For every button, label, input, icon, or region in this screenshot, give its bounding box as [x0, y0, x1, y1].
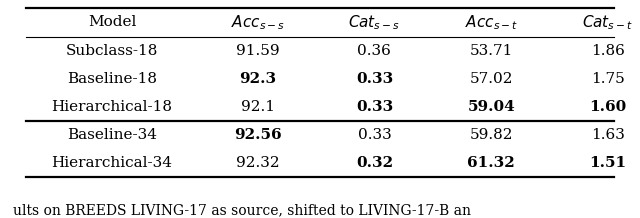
Text: ults on BREEDS LIVING-17 as source, shifted to LIVING-17-B an: ults on BREEDS LIVING-17 as source, shif… — [13, 203, 471, 217]
Text: 92.1: 92.1 — [241, 100, 275, 114]
Text: $Cat_{s-s}$: $Cat_{s-s}$ — [348, 13, 401, 32]
Text: 0.32: 0.32 — [356, 156, 393, 170]
Text: Baseline-18: Baseline-18 — [67, 72, 157, 86]
Text: 1.75: 1.75 — [591, 72, 625, 86]
Text: 92.3: 92.3 — [239, 72, 276, 86]
Text: 1.63: 1.63 — [591, 128, 625, 142]
Text: 59.04: 59.04 — [467, 100, 515, 114]
Text: Model: Model — [88, 15, 136, 29]
Text: $Cat_{s-t}$: $Cat_{s-t}$ — [582, 13, 634, 32]
Text: Hierarchical-18: Hierarchical-18 — [51, 100, 173, 114]
Text: 0.33: 0.33 — [356, 100, 393, 114]
Text: 92.56: 92.56 — [234, 128, 282, 142]
Text: Baseline-34: Baseline-34 — [67, 128, 157, 142]
Text: 59.82: 59.82 — [470, 128, 513, 142]
Text: 57.02: 57.02 — [470, 72, 513, 86]
Text: 1.60: 1.60 — [589, 100, 627, 114]
Text: $Acc_{s-t}$: $Acc_{s-t}$ — [465, 13, 518, 32]
Text: 1.51: 1.51 — [589, 156, 627, 170]
Text: 0.33: 0.33 — [356, 72, 393, 86]
Text: Hierarchical-34: Hierarchical-34 — [51, 156, 173, 170]
Text: 1.86: 1.86 — [591, 44, 625, 58]
Text: 53.71: 53.71 — [470, 44, 513, 58]
Text: Subclass-18: Subclass-18 — [66, 44, 158, 58]
Text: 92.32: 92.32 — [236, 156, 280, 170]
Text: 0.36: 0.36 — [358, 44, 391, 58]
Text: 0.33: 0.33 — [358, 128, 391, 142]
Text: $Acc_{s-s}$: $Acc_{s-s}$ — [230, 13, 285, 32]
Text: 61.32: 61.32 — [467, 156, 515, 170]
Text: 91.59: 91.59 — [236, 44, 280, 58]
